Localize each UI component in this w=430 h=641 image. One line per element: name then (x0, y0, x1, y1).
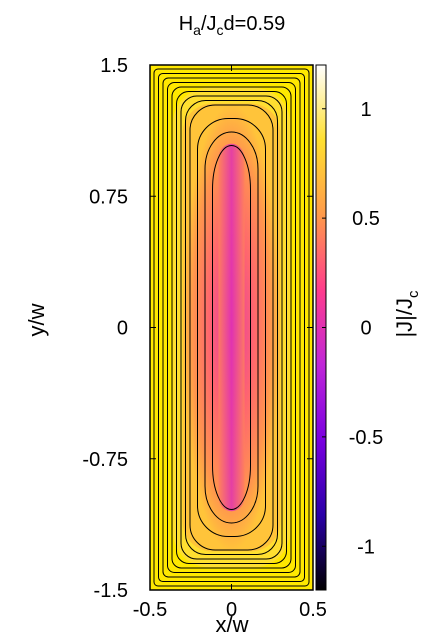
title-tail: d=0.59 (224, 13, 286, 35)
x-tick-label: -0.5 (133, 599, 167, 621)
title-mid: /J (201, 13, 217, 35)
x-tick-label: 0.5 (299, 599, 327, 621)
contour-line-11 (204, 131, 259, 524)
contour-line-2 (158, 73, 305, 582)
colorbar-tick-label: 0 (360, 318, 371, 340)
contour-line-4 (167, 82, 296, 573)
colorbar-label: |J|/Jc (392, 290, 422, 338)
colorbar-tick-label: 0.5 (352, 208, 380, 230)
axes: -0.5 0 0.5 1.5 0.75 0 -0.75 -1.5 (82, 55, 327, 621)
contour-line-9 (189, 104, 274, 551)
heatmap-area (150, 65, 313, 590)
chart-title: Ha/Jcd=0.59 (179, 13, 286, 38)
colorbar-tick-label: -1 (357, 536, 375, 558)
contour-line-7 (180, 95, 283, 560)
contour-line-12 (212, 145, 251, 510)
y-axis-label: y/w (24, 303, 49, 336)
heatmap-zero-current-strip (218, 143, 245, 512)
colorbar-tick-label: -0.5 (349, 427, 383, 449)
x-axis-label: x/w (216, 612, 249, 637)
colorbar-label-sub: c (405, 290, 422, 298)
title-sub2: c (217, 22, 224, 38)
y-tick-label: -1.5 (94, 580, 128, 602)
colorbar: 1 0.5 0 -0.5 -1 (315, 64, 383, 591)
x-tick-label: 0 (226, 599, 237, 621)
colorbar-label-base: |J|/J (392, 298, 417, 338)
colorbar-tick-label: 1 (360, 99, 371, 121)
contour-line-8 (185, 100, 278, 555)
contour-line-5 (171, 86, 292, 569)
contour-line-6 (176, 91, 287, 564)
title-base: H (179, 13, 193, 35)
contour-line-3 (162, 77, 301, 578)
title-sub1: a (193, 22, 201, 38)
contour-lines (153, 68, 310, 587)
y-tick-label: -0.75 (82, 449, 128, 471)
contour-line-10 (197, 118, 266, 537)
y-tick-label: 0 (117, 318, 128, 340)
y-tick-label: 1.5 (100, 55, 128, 77)
y-tick-label: 0.75 (89, 186, 128, 208)
